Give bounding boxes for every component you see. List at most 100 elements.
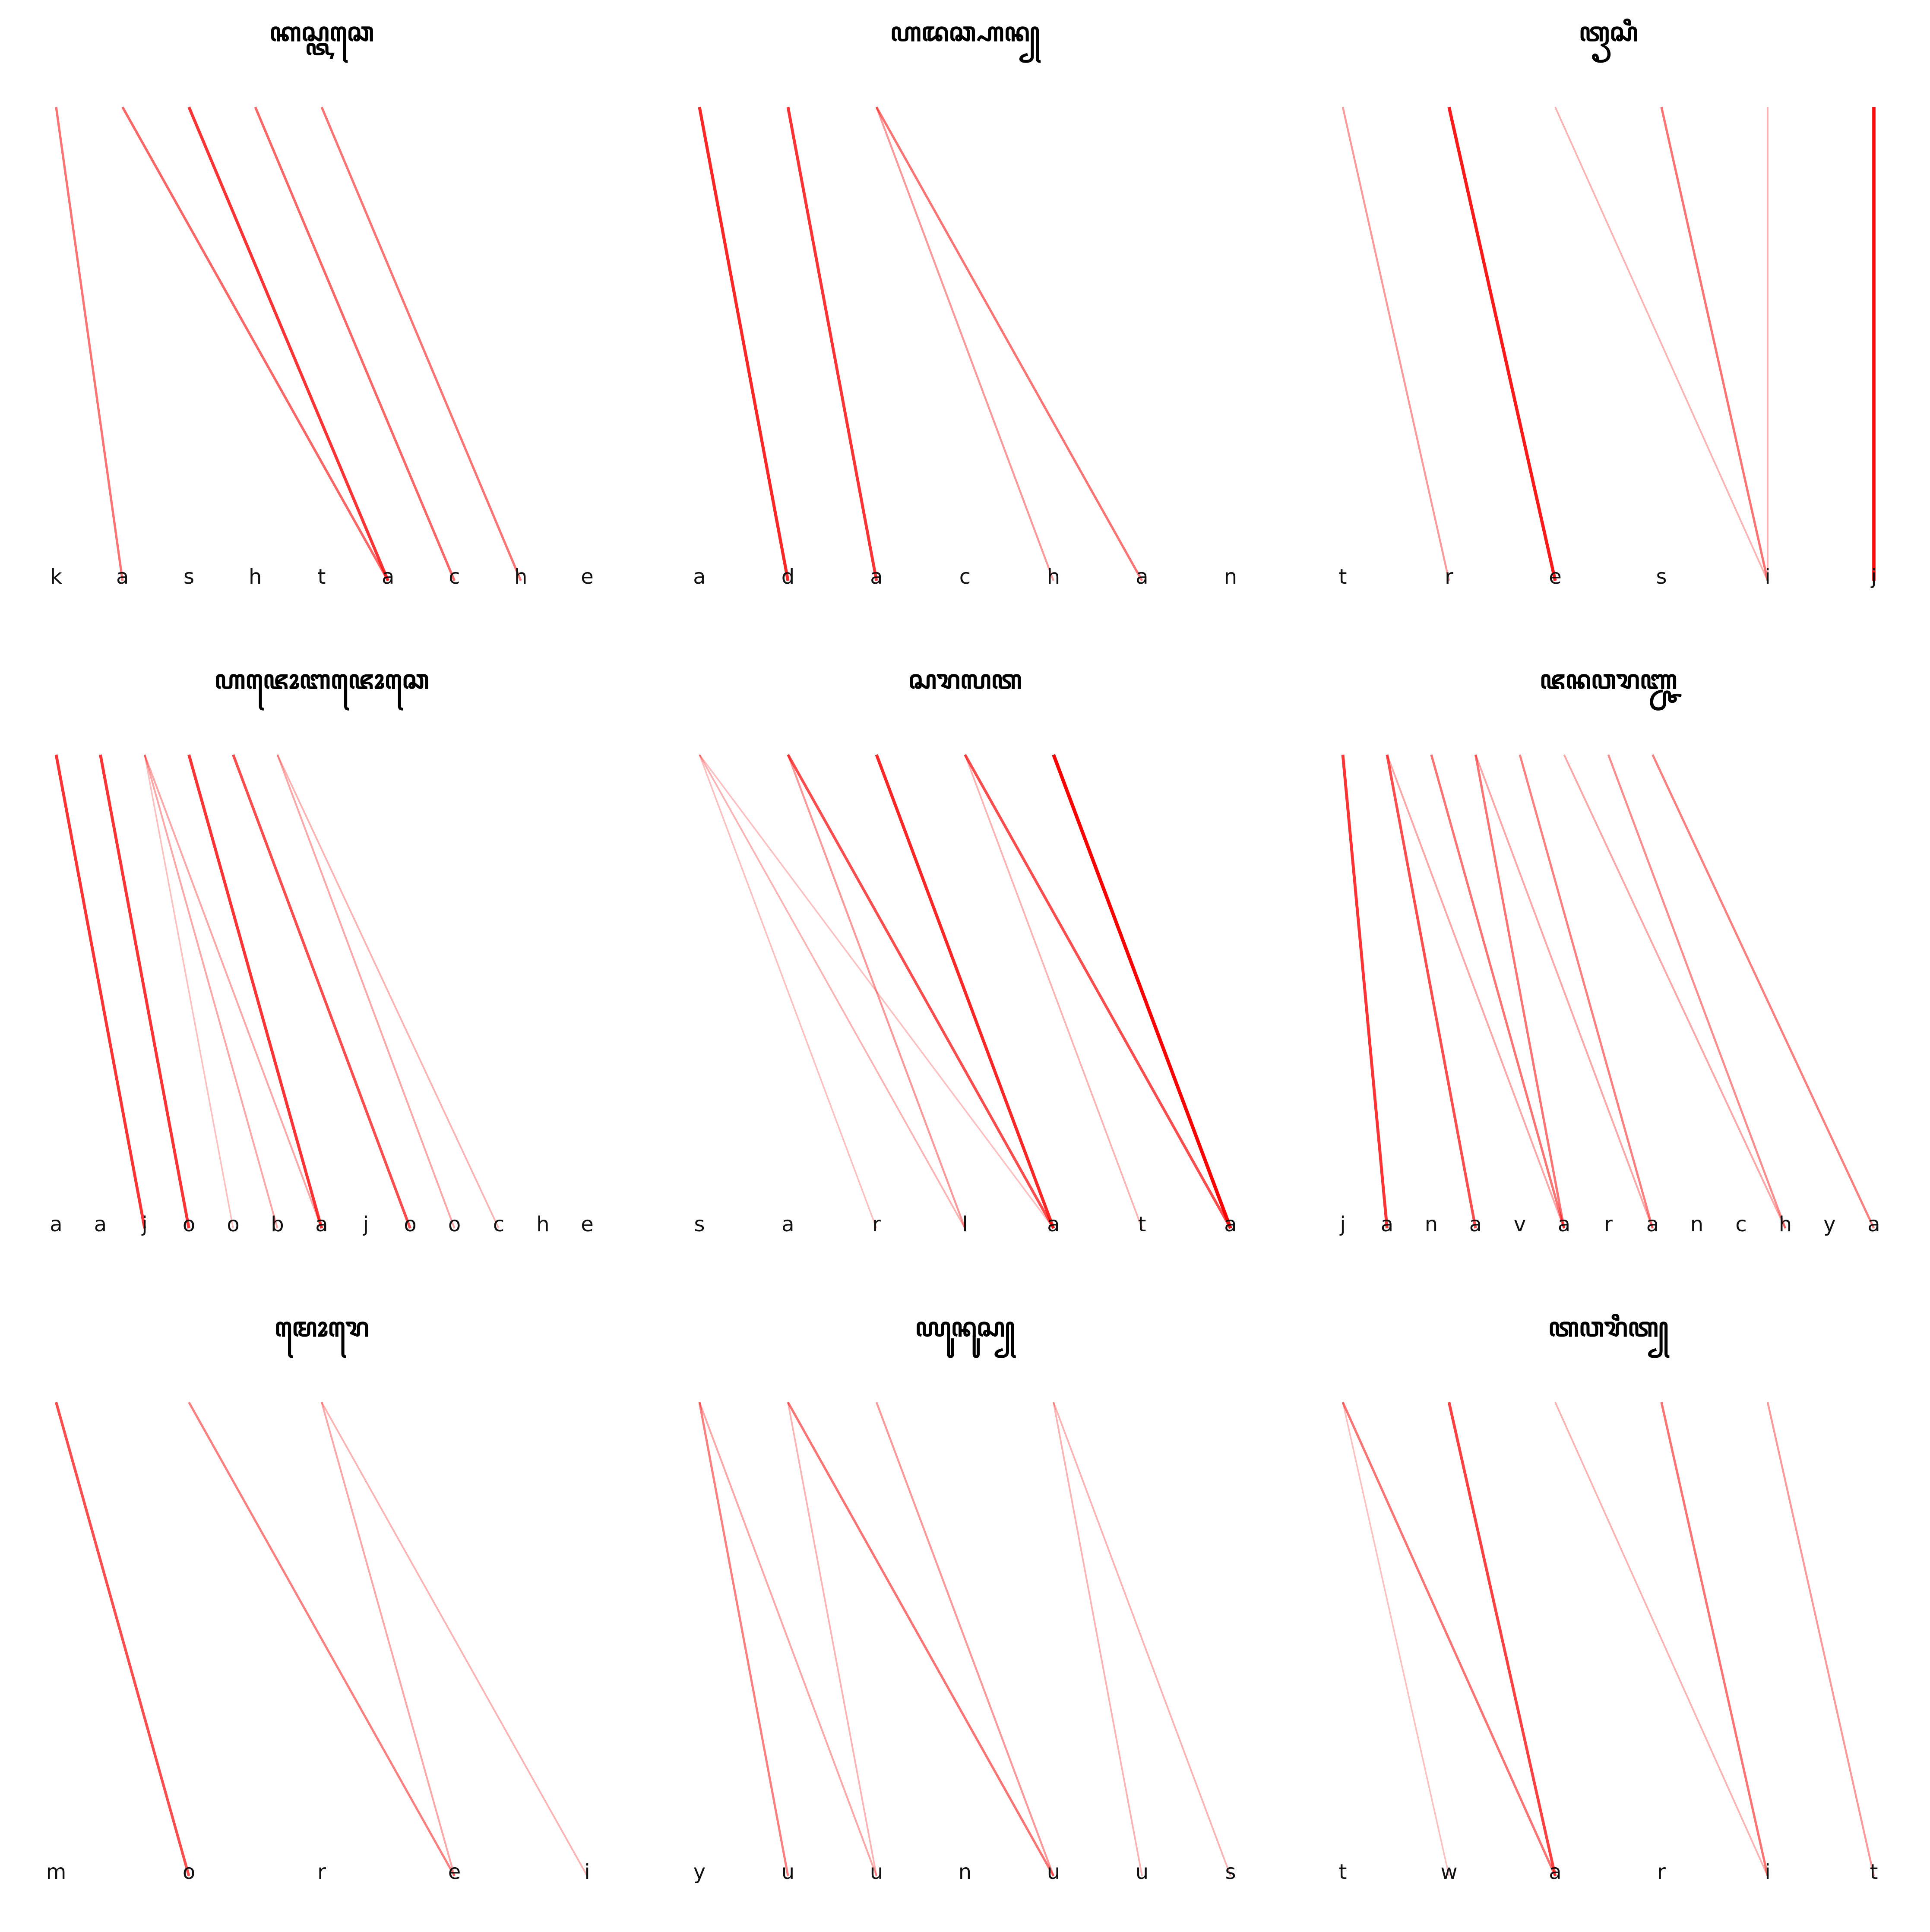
target-char-label: s — [1656, 565, 1667, 589]
target-char-label: u — [870, 1860, 883, 1884]
target-char-label: w — [1440, 1860, 1457, 1884]
target-char-label: n — [1690, 1212, 1703, 1236]
alignment-link — [1519, 754, 1654, 1229]
alignment-link — [1554, 107, 1769, 581]
alignment-panel: ꦗꦤꦮꦫꦚ꧀ꦕ j a n a v a r a n c h y a — [1339, 665, 1880, 1236]
target-char-label: a — [1867, 1212, 1880, 1236]
target-char-label: e — [581, 565, 594, 589]
target-char-label: l — [962, 1212, 968, 1236]
alignment-link — [1052, 754, 1232, 1229]
target-char-label: a — [116, 565, 129, 589]
alignment-link — [1660, 1402, 1769, 1876]
target-char-label: j — [1339, 1212, 1345, 1236]
target-char-label: c — [449, 565, 460, 589]
target-char-label: i — [584, 1860, 590, 1884]
target-char-label: r — [317, 1860, 326, 1884]
alignment-link — [232, 754, 411, 1229]
panel-title: ꦠꦮꦫꦶꦠ꧀ — [1548, 1312, 1670, 1358]
alignment-link — [699, 754, 877, 1229]
target-char-label: a — [50, 1212, 62, 1236]
target-char-label: s — [694, 1212, 705, 1236]
target-char-label: h — [1047, 565, 1060, 589]
target-char-label: j — [363, 1212, 369, 1236]
panel-title: ꦠꦽꦱꦶ — [1579, 17, 1638, 63]
target-char-label: o — [183, 1860, 195, 1884]
target-char-label: t — [1138, 1212, 1146, 1236]
alignment-link — [1386, 754, 1477, 1229]
alignment-link — [188, 1401, 456, 1877]
panel-title: ꦲꦗꦺꦴꦧꦗꦺꦴꦕꦺ — [214, 665, 429, 711]
target-char-label: c — [493, 1212, 504, 1236]
alignment-link — [1447, 107, 1557, 581]
alignment-link — [698, 1402, 789, 1876]
alignment-link — [787, 1401, 1055, 1877]
alignment-panel: ꦠꦮꦫꦶꦠ꧀ t w a r i t — [1339, 1312, 1878, 1884]
alignment-link — [321, 1402, 456, 1876]
target-char-label: k — [50, 565, 62, 589]
target-char-label: m — [46, 1860, 66, 1884]
target-char-label: a — [1549, 1860, 1561, 1884]
alignment-link — [1342, 107, 1450, 581]
target-char-label: e — [448, 1860, 461, 1884]
alignment-panel: ꦪꦸꦤꦸꦱ꧀ y u u n u u s — [693, 1312, 1236, 1884]
alignment-link — [698, 107, 790, 581]
target-char-label: s — [1225, 1860, 1236, 1884]
panel-title: ꦏꦱ꧀ꦠꦕꦺ — [269, 17, 374, 63]
target-char-label: s — [184, 565, 194, 589]
target-char-label: r — [1657, 1860, 1666, 1884]
alignment-link — [699, 1402, 877, 1876]
target-char-label: c — [1735, 1212, 1746, 1236]
target-char-label: n — [959, 1860, 971, 1884]
target-char-label: a — [870, 565, 883, 589]
target-char-label: y — [693, 1860, 706, 1884]
target-char-label: a — [1469, 1212, 1482, 1236]
alignment-link — [699, 754, 1054, 1229]
alignment-link — [1660, 107, 1769, 581]
alignment-link — [1430, 754, 1566, 1229]
target-char-label: i — [1765, 565, 1770, 589]
target-char-label: j — [141, 1212, 147, 1236]
alignment-link — [1607, 754, 1787, 1229]
alignment-link — [875, 754, 1055, 1229]
alignment-link — [55, 107, 124, 581]
target-char-label: a — [1136, 565, 1148, 589]
alignment-link — [787, 754, 966, 1229]
alignment-link — [1053, 1402, 1231, 1876]
alignment-panel: ꦲꦢꦕ꧀ꦲꦤ꧀ a d a c h a n — [693, 17, 1237, 589]
target-char-label: o — [227, 1212, 239, 1236]
alignment-link — [964, 754, 1232, 1229]
panel-title: ꦲꦢꦕ꧀ꦲꦤ꧀ — [890, 17, 1041, 63]
target-char-label: a — [693, 565, 706, 589]
alignment-panel: ꦠꦽꦱꦶ t r e s i j — [1339, 17, 1877, 589]
target-char-label: r — [872, 1212, 881, 1236]
target-char-label: a — [1047, 1212, 1060, 1236]
alignment-link — [1053, 1402, 1143, 1876]
alignment-link — [1341, 754, 1389, 1229]
alignment-link — [144, 754, 278, 1229]
alignment-link — [787, 1402, 877, 1876]
alignment-link — [1554, 1402, 1769, 1876]
target-char-label: o — [183, 1212, 195, 1236]
target-char-label: a — [1224, 1212, 1237, 1236]
panel-title: ꦪꦸꦤꦸꦱ꧀ — [915, 1312, 1016, 1358]
target-char-label: a — [1646, 1212, 1659, 1236]
panel-title: ꦱꦫꦭꦠ — [908, 665, 1022, 695]
alignment-link — [54, 754, 146, 1229]
alignment-link — [99, 754, 190, 1229]
target-char-label: e — [581, 1212, 594, 1236]
alignment-panel: ꦱꦫꦭꦠ s a r l a t a — [694, 665, 1237, 1236]
alignment-link — [187, 754, 323, 1229]
target-char-label: a — [781, 1212, 794, 1236]
alignment-link — [964, 754, 1143, 1229]
alignment-link — [1342, 1402, 1450, 1876]
alignment-link — [875, 107, 1055, 581]
target-char-label: i — [1765, 1860, 1770, 1884]
alignment-link — [1563, 754, 1786, 1229]
alignment-link — [187, 106, 389, 582]
target-char-label: a — [382, 565, 394, 589]
panel-title: ꦗꦤꦮꦫꦚ꧀ꦕ — [1540, 665, 1682, 711]
target-char-label: r — [1445, 565, 1453, 589]
alignment-panel: ꦲꦗꦺꦴꦧꦗꦺꦴꦕꦺ a a j o o b a j o o c h e — [50, 665, 593, 1236]
alignment-panel: ꦩꦺꦴꦫꦺ m o r e i — [46, 1312, 590, 1884]
